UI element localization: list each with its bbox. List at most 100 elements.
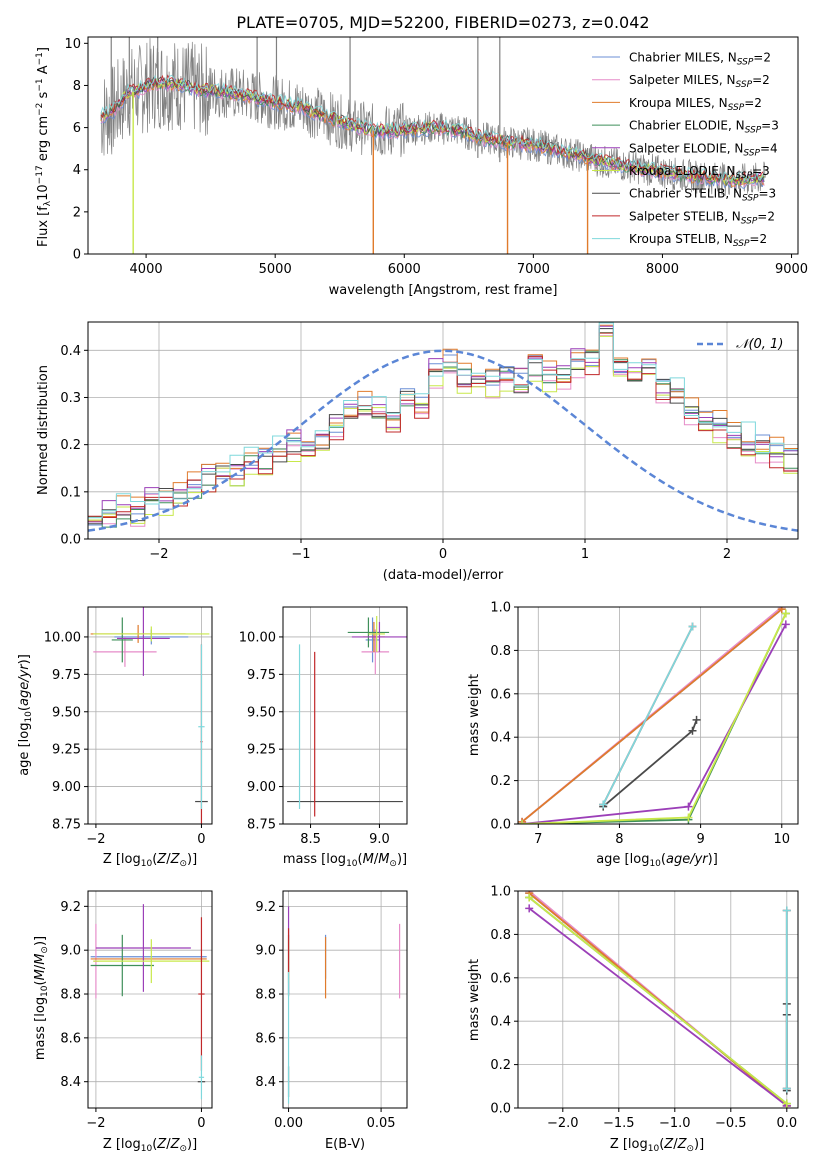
- weight-point-marker: [692, 715, 701, 724]
- y-tick-label: 4: [73, 163, 81, 178]
- x-tick-label: 8000: [646, 262, 679, 277]
- weight-point-marker: [599, 800, 608, 809]
- spectrum-ylabel: Flux [fλ10−17 erg cm−2 s−1 A−1]: [35, 47, 53, 247]
- y-tick-label: 10.00: [44, 630, 81, 645]
- axes-border: [517, 606, 799, 825]
- axes-frame: −2 0 8.4 8.6 8.8 9.0 9.2: [60, 890, 213, 1131]
- x-tick-label: −1: [291, 547, 310, 562]
- mass-vs-metallicity-ylabel: mass [log10(M/M⊙)]: [33, 936, 50, 1060]
- y-tick-label: 1.0: [490, 885, 511, 900]
- y-tick-label: 8.4: [255, 1075, 276, 1090]
- y-tick-label: 9.0: [255, 944, 276, 959]
- y-tick-label: 6: [73, 121, 81, 136]
- age-vs-mass-plot-area: 8.5 9.0 8.75 9.00 9.25 9.50 9.75 10.00: [239, 606, 408, 847]
- y-tick-label: 0.4: [490, 731, 511, 746]
- weight-point-marker: [782, 906, 791, 915]
- axes-frame: 4000 5000 6000 7000 8000 9000 0 2 4 6 8 10: [64, 36, 808, 277]
- weight-vs-age-plot-area: 7 8 9 10 0.0 0.2 0.4 0.6 0.8 1.0: [490, 601, 799, 847]
- y-tick-label: 0.2: [490, 774, 511, 789]
- weight-series-line: [522, 613, 787, 824]
- axes-frame: −2 −1 0 1 2 0.0 0.1 0.2 0.3 0.4: [60, 321, 799, 562]
- model-spectrum-line: [100, 74, 765, 183]
- y-tick-label: 0.4: [490, 1015, 511, 1030]
- age-vs-metallicity-ylabel: age [log10(age/yr)]: [17, 654, 34, 776]
- axes-border: [87, 606, 213, 825]
- y-tick-label: 9.0: [60, 944, 81, 959]
- y-tick-label: 8.4: [60, 1075, 81, 1090]
- plot-marks: [287, 906, 401, 1104]
- residual-histogram-step: [88, 335, 798, 524]
- axes-frame: 7 8 9 10 0.0 0.2 0.4 0.6 0.8 1.0: [490, 601, 799, 847]
- spectrum-xlabel: wavelength [Angstrom, rest frame]: [329, 283, 558, 298]
- legend-label: Kroupa ELODIE, NSSP=3: [629, 164, 770, 181]
- axes-frame: −2.0 −1.5 −1.0 −0.5 0.0 0.0 0.2 0.4 0.6 0.8 1.0: [490, 885, 799, 1131]
- y-tick-label: 9.00: [52, 780, 81, 795]
- weight-series-line: [528, 907, 788, 1107]
- legend-label: Salpeter MILES, NSSP=2: [629, 73, 770, 90]
- model-spectrum-line: [100, 74, 765, 182]
- y-tick-label: 9.2: [60, 900, 81, 915]
- residual-histogram-step: [88, 322, 798, 519]
- weight-point-marker: [782, 1099, 791, 1108]
- x-tick-label: 0: [197, 832, 205, 847]
- y-tick-label: 0.3: [60, 391, 81, 406]
- plot-marks: [90, 607, 210, 824]
- plot-marks: [518, 607, 790, 824]
- y-tick-label: 10: [64, 37, 81, 52]
- y-tick-label: 10.00: [239, 630, 276, 645]
- normal-legend-label: 𝒩(0, 1): [736, 337, 783, 352]
- weight-point-marker: [684, 813, 693, 822]
- weight-series-line: [522, 623, 787, 824]
- weight-point-marker: [688, 726, 697, 735]
- y-tick-label: 9.75: [52, 668, 81, 683]
- y-tick-label: 9.25: [52, 743, 81, 758]
- weight-vs-age-ylabel: mass weight: [467, 674, 482, 756]
- weight-point-marker: [525, 904, 534, 913]
- y-tick-label: 0.8: [490, 644, 511, 659]
- axes-frame: 8.5 9.0 8.75 9.00 9.25 9.50 9.75 10.00: [239, 606, 408, 847]
- normal-distribution-curve: [88, 349, 798, 532]
- y-tick-label: 1.0: [490, 601, 511, 616]
- y-tick-label: 8.6: [60, 1031, 81, 1046]
- weight-vs-age-xlabel: age [log10(age/yr)]: [596, 852, 718, 869]
- x-tick-label: 10: [773, 832, 790, 847]
- axes-border: [517, 890, 799, 1109]
- legend-label: Salpeter ELODIE, NSSP=4: [629, 141, 778, 158]
- axes-border: [282, 606, 408, 825]
- x-tick-label: 9: [696, 832, 704, 847]
- plot-marks: [88, 322, 798, 532]
- plot-marks: [90, 904, 210, 1100]
- x-tick-label: 4000: [130, 262, 163, 277]
- weight-series-line: [528, 896, 788, 1105]
- mass-vs-metallicity-panel: −2 0 8.4 8.6 8.8 9.0 9.2 Z [log10(Z/Z⊙)] mass …: [33, 890, 213, 1154]
- y-tick-label: 9.00: [247, 780, 276, 795]
- residual-histogram-step: [88, 328, 798, 525]
- weight-point-marker: [781, 620, 790, 629]
- y-tick-label: 0.2: [490, 1058, 511, 1073]
- model-spectrum-line: [100, 76, 765, 184]
- spectrum-panel: 4000 5000 6000 7000 8000 9000 0 2 4 6 8 10 waveleng…: [35, 36, 808, 298]
- y-tick-label: 8.75: [247, 818, 276, 833]
- x-tick-label: 6000: [388, 262, 421, 277]
- axes-frame: −2 0 8.75 9.00 9.25 9.50 9.75 10.00: [44, 606, 213, 847]
- age-vs-mass-xlabel: mass [log10(M/M⊙)]: [283, 852, 407, 869]
- x-tick-label: 0: [439, 547, 447, 562]
- y-tick-label: 8: [73, 79, 81, 94]
- figure-title: PLATE=0705, MJD=52200, FIBERID=0273, z=0…: [236, 13, 649, 32]
- y-tick-label: 0.6: [490, 687, 511, 702]
- x-tick-label: −0.5: [715, 1116, 747, 1131]
- x-tick-label: 1: [581, 547, 589, 562]
- x-tick-label: 8.5: [300, 832, 321, 847]
- y-tick-label: 2: [73, 205, 81, 220]
- residuals-panel: −2 −1 0 1 2 0.0 0.1 0.2 0.3 0.4 (data-model)/erro…: [36, 321, 799, 583]
- y-tick-label: 0.0: [490, 1102, 511, 1117]
- weight-vs-metallicity-panel: −2.0 −1.5 −1.0 −0.5 0.0 0.0 0.2 0.4 0.6 0.8 1.0 Z …: [467, 885, 799, 1154]
- x-tick-label: −2: [86, 1116, 105, 1131]
- x-tick-label: 0: [197, 1116, 205, 1131]
- age-vs-metallicity-panel: −2 0 8.75 9.00 9.25 9.50 9.75 10.00 Z [log10(Z/…: [17, 606, 213, 869]
- legend-label: Chabrier ELODIE, NSSP=3: [629, 119, 779, 136]
- residual-histogram-step: [88, 335, 798, 527]
- y-tick-label: 0.6: [490, 971, 511, 986]
- x-tick-label: −1.0: [659, 1116, 691, 1131]
